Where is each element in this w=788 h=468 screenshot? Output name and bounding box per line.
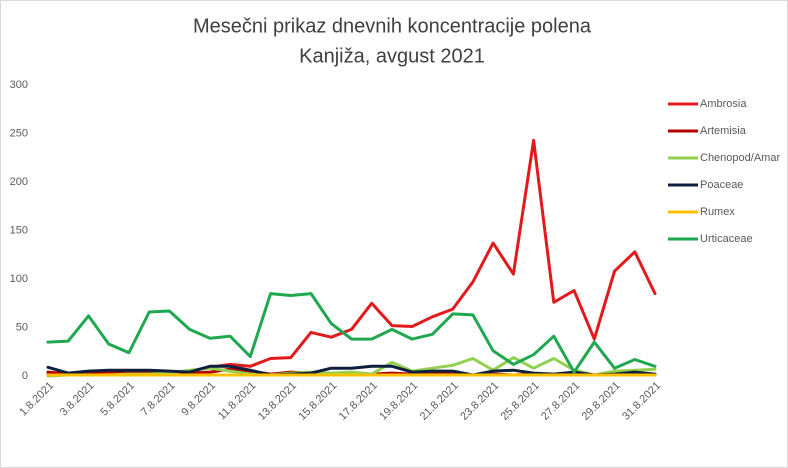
y-tick-label: 250 — [10, 127, 28, 139]
legend-label: Chenopod/Amar — [700, 152, 780, 164]
chart-title: Mesečni prikaz dnevnih koncentracije pol… — [193, 15, 592, 37]
legend-label: Ambrosia — [700, 98, 747, 110]
y-tick-label: 300 — [10, 79, 28, 91]
legend-label: Rumex — [700, 206, 735, 218]
chart-subtitle: Kanjiža, avgust 2021 — [299, 45, 485, 67]
legend-label: Urticaceae — [700, 233, 753, 245]
y-tick-label: 0 — [22, 370, 28, 382]
y-tick-label: 150 — [10, 224, 28, 236]
legend-label: Poaceae — [700, 179, 743, 191]
y-tick-label: 200 — [10, 176, 28, 188]
legend-label: Artemisia — [700, 125, 747, 137]
series-line — [46, 292, 657, 374]
y-tick-label: 50 — [16, 321, 28, 333]
y-tick-label: 100 — [10, 273, 28, 285]
